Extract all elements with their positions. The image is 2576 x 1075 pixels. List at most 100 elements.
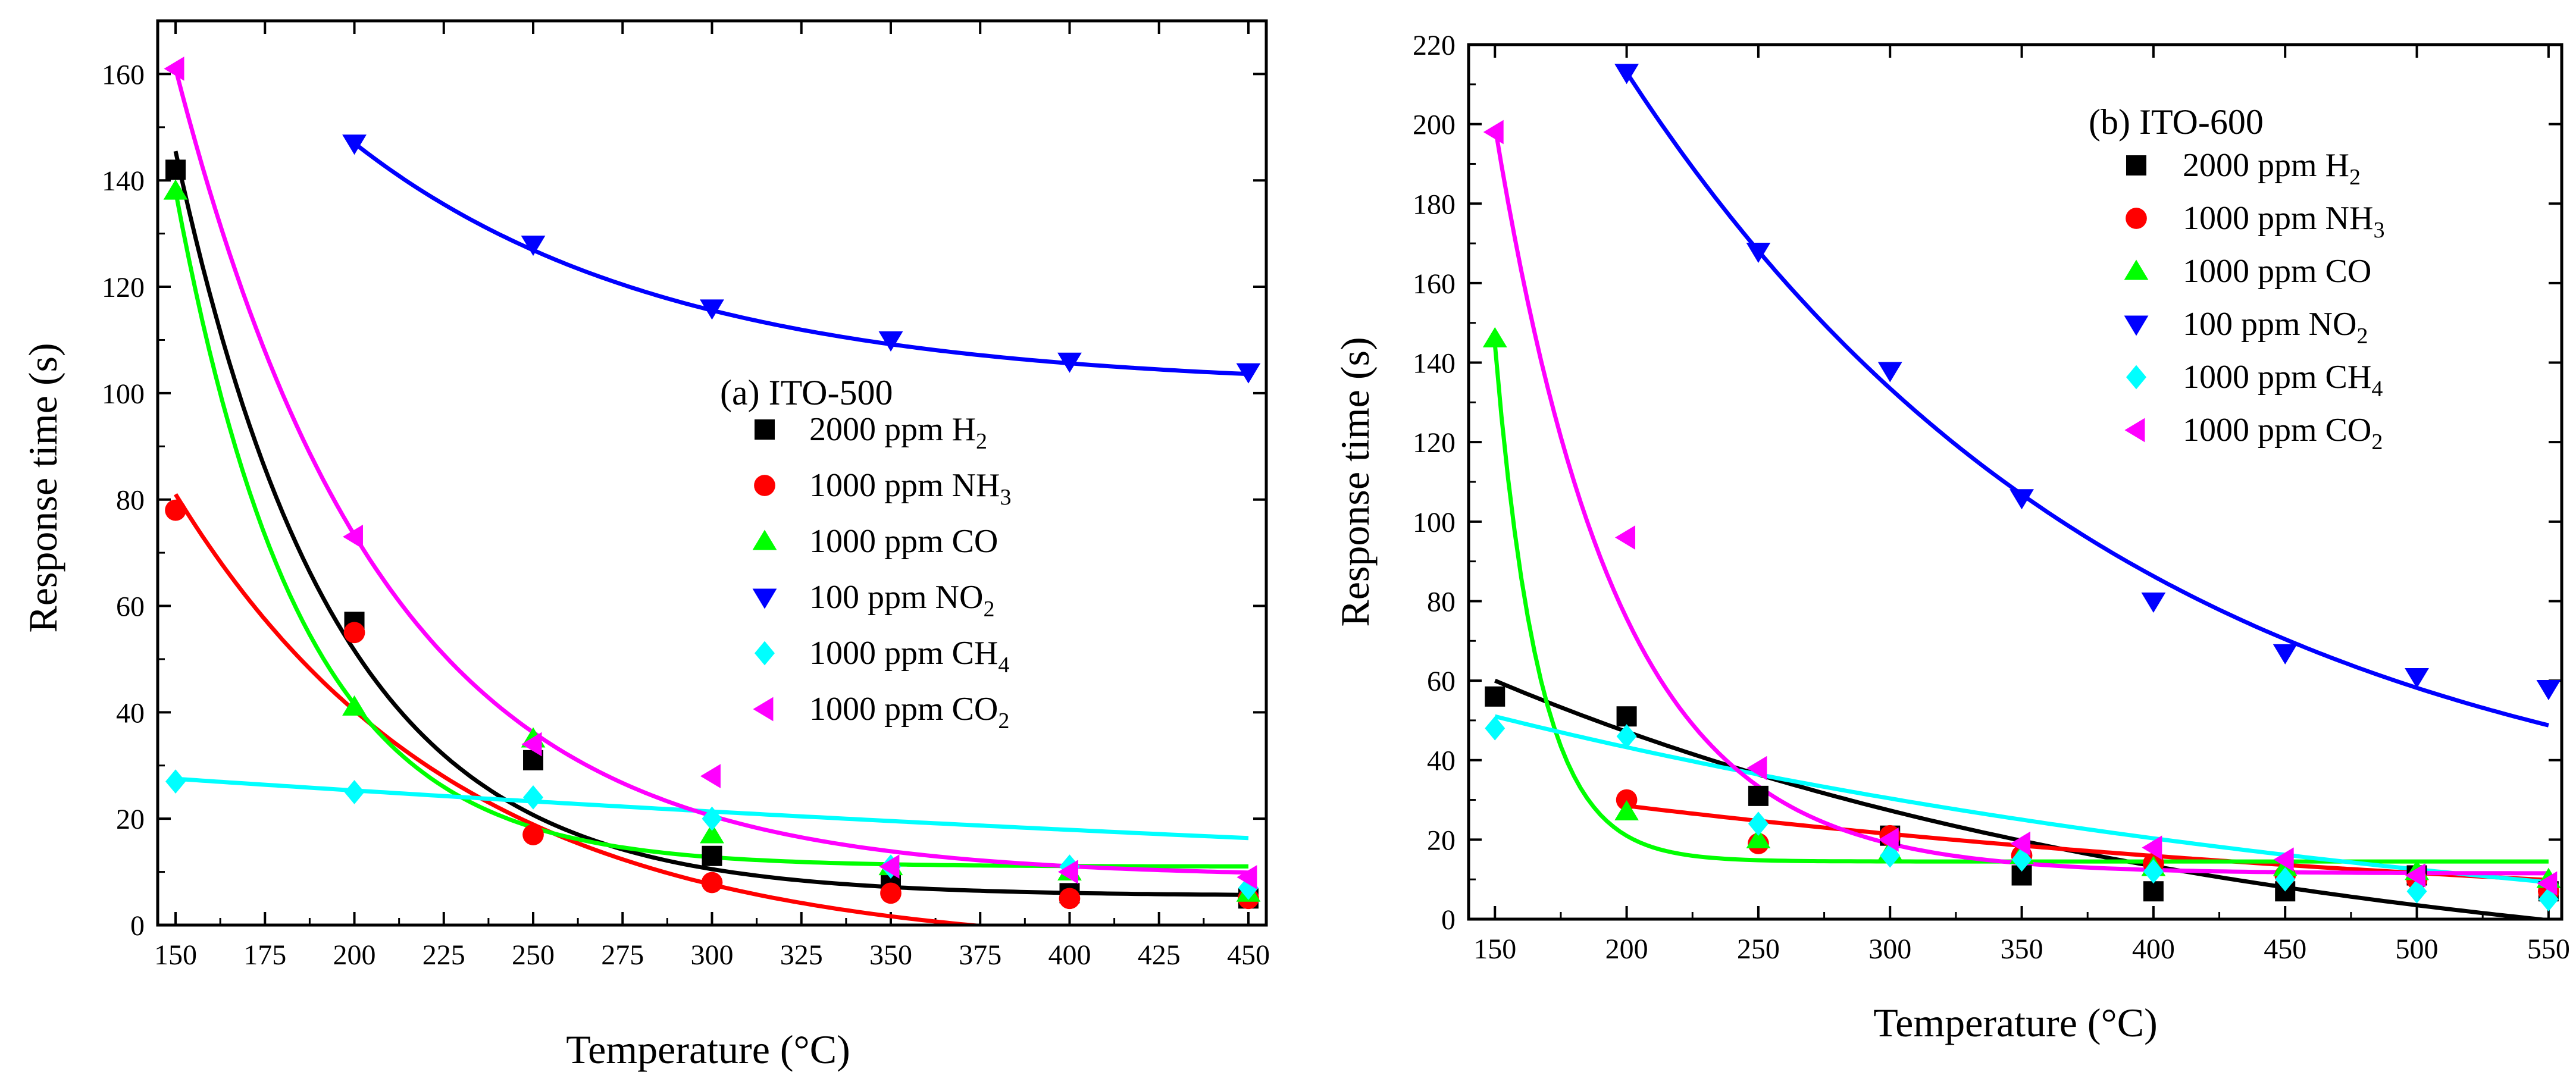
data-point: [164, 57, 184, 81]
data-point: [1616, 706, 1637, 727]
y-tick-label: 20: [116, 804, 145, 835]
chart-title: (a) ITO-500: [720, 373, 893, 412]
legend-marker: [752, 588, 777, 609]
y-tick-label: 160: [102, 59, 145, 90]
legend-marker: [2126, 208, 2147, 229]
data-point: [1878, 827, 1899, 852]
legend-entry: 1000 ppm CO: [2183, 253, 2371, 290]
x-tick-label: 500: [2396, 933, 2439, 965]
fit-curve: [173, 190, 1248, 869]
data-point: [521, 236, 546, 256]
data-point: [344, 780, 365, 804]
y-tick-label: 120: [1413, 427, 1456, 459]
data-point: [2010, 489, 2034, 510]
y-tick-label: 140: [1413, 348, 1456, 380]
data-point: [2143, 859, 2164, 884]
data-point: [1746, 756, 1767, 781]
x-tick-label: 325: [780, 939, 823, 971]
plot-frame: [156, 19, 1268, 927]
y-tick-label: 60: [116, 591, 145, 623]
legend-marker: [752, 529, 777, 550]
legend-entry: 1000 ppm CO2: [809, 691, 1009, 734]
legend-entry: 100 ppm NO2: [2183, 306, 2368, 349]
y-tick-label: 180: [1413, 189, 1456, 220]
data-point: [1485, 686, 1505, 707]
y-tick-label: 40: [1427, 745, 1456, 777]
x-axis-title: Temperature (°C): [566, 1027, 850, 1072]
x-axis-title: Temperature (°C): [1873, 1000, 2157, 1045]
y-tick-label: 140: [102, 165, 145, 197]
data-point: [521, 732, 542, 757]
legend-marker: [753, 697, 774, 722]
data-point: [701, 872, 723, 894]
x-tick-label: 400: [2132, 933, 2175, 965]
series-100-ppm-no2: [1614, 64, 2561, 701]
data-point: [523, 785, 544, 810]
data-point: [1746, 243, 1771, 264]
y-axis-title: Response time (s): [20, 343, 65, 632]
x-tick-label: 150: [154, 939, 197, 971]
legend-marker: [2124, 315, 2149, 336]
data-point: [342, 134, 367, 155]
series-1000-ppm-co2: [1483, 120, 2558, 896]
legend: (b) ITO-600 2000 ppm H2 1000 ppm NH3 1000 p…: [2089, 102, 2384, 455]
y-tick-label: 100: [1413, 507, 1456, 538]
series-1000-ppm-co2: [164, 57, 1257, 889]
legend-marker: [2126, 155, 2146, 175]
data-point: [1059, 888, 1081, 910]
legend-marker: [754, 475, 775, 496]
data-point: [2405, 667, 2429, 688]
y-tick-label: 220: [1413, 30, 1456, 61]
legend-entry: 2000 ppm H2: [2183, 147, 2361, 190]
x-tick-label: 200: [1605, 933, 1648, 965]
data-point: [1057, 352, 1082, 373]
data-point: [1616, 789, 1638, 811]
legend-entry: 1000 ppm CO: [809, 523, 998, 560]
y-axis-title: Response time (s): [1332, 337, 1378, 626]
data-point: [2275, 867, 2296, 892]
x-tick-label: 350: [2001, 933, 2043, 965]
data-point: [343, 622, 365, 644]
legend-entry: 1000 ppm CH4: [2183, 359, 2383, 402]
data-point: [165, 499, 186, 521]
y-tick-label: 80: [1427, 586, 1456, 618]
legend-marker: [2124, 418, 2145, 443]
x-tick-label: 225: [422, 939, 465, 971]
y-tick-label: 0: [1441, 904, 1456, 936]
y-tick-label: 120: [102, 272, 145, 303]
x-tick-label: 275: [601, 939, 644, 971]
legend-marker: [755, 419, 775, 440]
legend-entry: 1000 ppm CO2: [2183, 412, 2383, 455]
data-point: [702, 806, 722, 831]
data-point: [1615, 525, 1636, 550]
data-point: [700, 823, 724, 844]
series-2000-ppm-h2: [165, 159, 1259, 909]
data-point: [2537, 871, 2558, 896]
data-point: [1238, 876, 1259, 900]
chart-panel-a: 150 175 200 225 250 275 300 325 350 375 400 425 450 0…: [20, 19, 1270, 1072]
fit-curve: [353, 141, 1249, 377]
x-tick-label: 200: [333, 939, 376, 971]
data-point: [2273, 847, 2294, 872]
x-tick-label: 550: [2527, 933, 2570, 965]
fit-curve: [1492, 344, 2549, 864]
data-point: [165, 769, 186, 794]
data-point: [2143, 881, 2164, 902]
data-point: [2536, 680, 2561, 701]
fit-curve: [1625, 71, 2549, 728]
legend-entry: 1000 ppm NH3: [2183, 200, 2384, 243]
x-tick-label: 450: [1227, 939, 1270, 971]
data-point: [880, 882, 902, 904]
data-point: [1616, 724, 1637, 749]
legend-marker: [2126, 365, 2146, 390]
data-point: [1485, 716, 1505, 741]
legend-entry: 1000 ppm NH3: [809, 467, 1011, 510]
data-point: [1880, 843, 1901, 868]
data-point: [165, 159, 186, 180]
data-point: [1237, 865, 1257, 889]
x-tick-label: 300: [1868, 933, 1911, 965]
x-tick-label: 250: [1737, 933, 1780, 965]
x-tick-label: 375: [959, 939, 1001, 971]
plot-frame: [1467, 43, 2564, 921]
